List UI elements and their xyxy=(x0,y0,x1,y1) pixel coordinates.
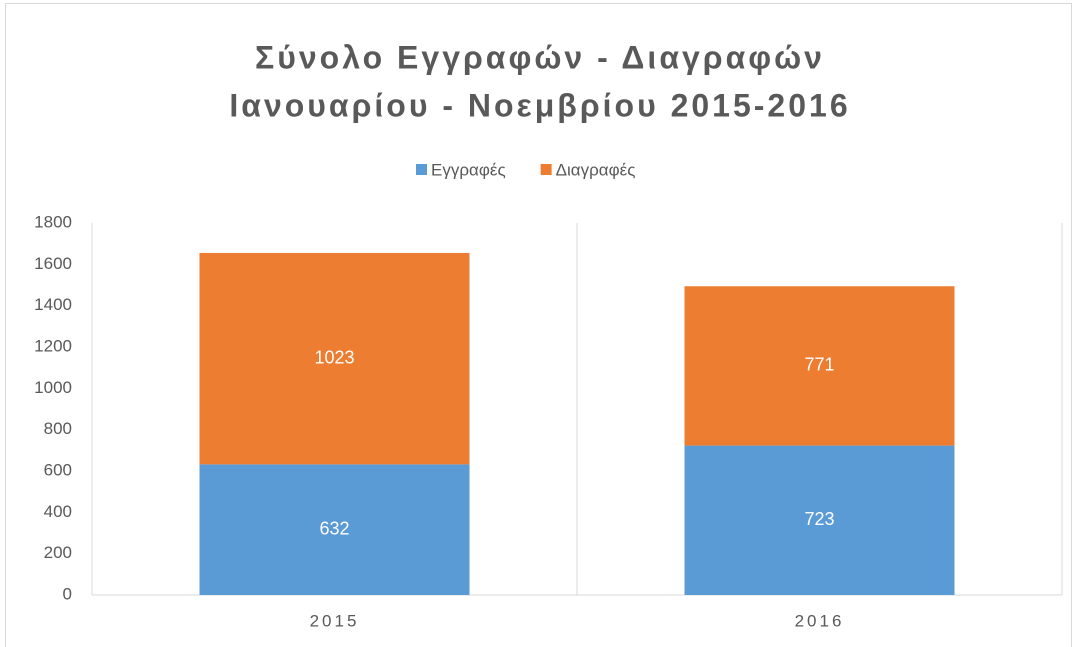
y-tick-label: 1600 xyxy=(34,254,72,273)
chart-title: Σύνολο Εγγραφών - Διαγραφών xyxy=(255,39,825,75)
y-tick-label: 0 xyxy=(63,584,72,603)
data-label: 1023 xyxy=(314,347,354,367)
bar-segment xyxy=(684,445,955,595)
legend-label: Εγγραφές xyxy=(431,160,506,179)
x-tick-label: 2015 xyxy=(310,611,360,630)
y-tick-label: 1200 xyxy=(34,336,72,355)
legend-swatch xyxy=(416,164,427,175)
legend-swatch xyxy=(540,164,552,175)
bar-segment xyxy=(199,464,470,595)
y-tick-label: 800 xyxy=(44,419,72,438)
y-tick-label: 1800 xyxy=(34,212,72,231)
y-tick-label: 1400 xyxy=(34,295,72,314)
data-label: 632 xyxy=(319,518,349,538)
legend-label: Διαγραφές xyxy=(556,160,636,179)
y-tick-label: 400 xyxy=(44,502,72,521)
chart-title: Ιανουαρίου - Νοεμβρίου 2015-2016 xyxy=(229,87,850,123)
y-tick-label: 600 xyxy=(44,460,72,479)
bar-segment xyxy=(684,286,955,446)
data-label: 723 xyxy=(804,509,834,529)
bar-segment xyxy=(199,252,470,465)
y-tick-label: 1000 xyxy=(34,378,72,397)
x-tick-label: 2016 xyxy=(795,611,845,630)
y-tick-label: 200 xyxy=(44,543,72,562)
data-label: 771 xyxy=(804,355,834,375)
